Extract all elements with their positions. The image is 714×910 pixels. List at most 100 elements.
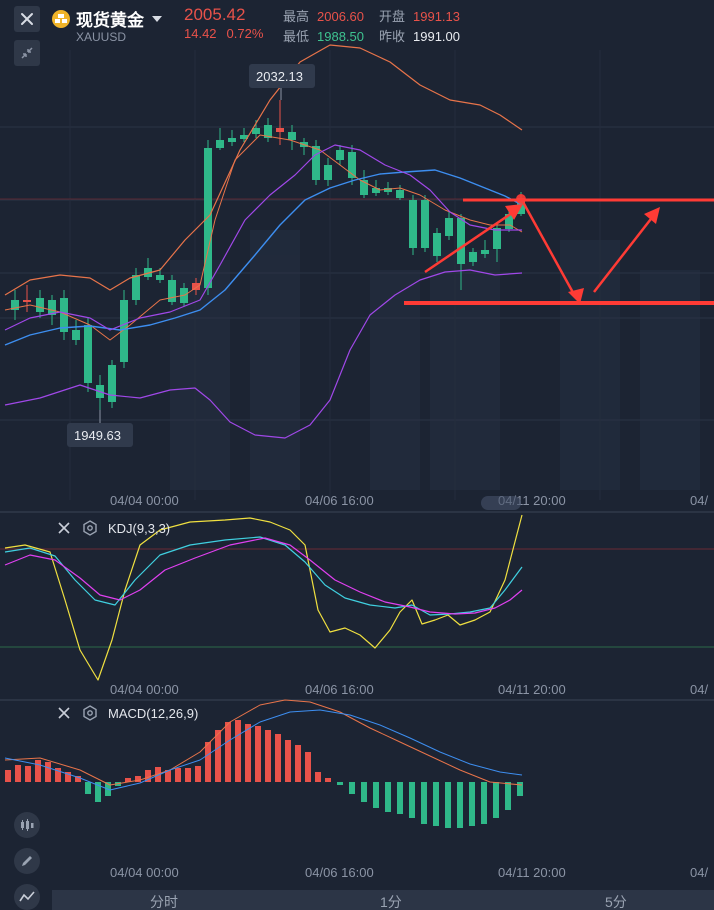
macd-bar xyxy=(421,782,427,824)
macd-bar xyxy=(35,760,41,782)
background-decor xyxy=(170,230,700,490)
ma-long xyxy=(4,169,523,346)
macd-histogram xyxy=(5,720,523,828)
time-axis-label: 04/ xyxy=(690,682,708,697)
time-axis-label: 04/11 20:00 xyxy=(498,865,566,880)
background-building xyxy=(640,270,700,490)
macd-bar xyxy=(235,720,241,782)
line-chart-tool-button[interactable] xyxy=(14,884,40,910)
close-icon xyxy=(21,13,33,25)
macd-bar xyxy=(185,768,191,782)
macd-bar xyxy=(205,742,211,782)
period-tabs: 分时 1分 5分 xyxy=(52,890,714,910)
indicator-tool-button[interactable] xyxy=(14,812,40,838)
macd-dea-line xyxy=(4,699,523,786)
candle xyxy=(72,330,80,340)
candle xyxy=(168,280,176,302)
macd-bar xyxy=(285,740,291,782)
arrow-head xyxy=(505,204,523,220)
draw-tool-button[interactable] xyxy=(14,848,40,874)
kdj-label: KDJ(9,3,3) xyxy=(108,520,171,536)
arrow-up-line xyxy=(424,209,516,274)
stat-prev-close: 昨收 1991.00 xyxy=(379,26,460,45)
tab-1min[interactable]: 1分 xyxy=(380,894,402,910)
candle xyxy=(216,140,224,148)
macd-dif-line xyxy=(4,709,523,791)
stat-high: 最高 2006.60 xyxy=(283,6,364,25)
close-icon[interactable] xyxy=(56,705,72,721)
macd-bar xyxy=(45,762,51,782)
macd-bar xyxy=(445,782,451,828)
time-axis-label: 04/06 16:00 xyxy=(305,493,374,508)
macd-bar xyxy=(493,782,499,818)
symbol-name: 现货黄金 xyxy=(76,11,144,30)
macd-bar xyxy=(361,782,367,802)
kdj-pane-controls: KDJ(9,3,3) xyxy=(56,520,170,536)
time-axis-label: 04/ xyxy=(690,493,708,508)
macd-bar xyxy=(481,782,487,824)
settings-icon[interactable] xyxy=(82,705,98,721)
macd-bar xyxy=(55,768,61,782)
candle xyxy=(457,218,465,264)
macd-pane-controls: MACD(12,26,9) xyxy=(56,705,198,721)
macd-bar xyxy=(15,765,21,782)
max-marker-bg xyxy=(249,64,315,88)
close-button[interactable] xyxy=(14,6,40,32)
candle xyxy=(372,188,380,193)
time-axis-label: 04/ xyxy=(690,865,708,880)
collapse-button[interactable] xyxy=(14,40,40,66)
macd-bar xyxy=(5,770,11,782)
candle xyxy=(144,268,152,277)
macd-bar xyxy=(385,782,391,812)
last-price: 2005.42 xyxy=(184,5,246,24)
symbol-code: XAUUSD xyxy=(76,30,127,44)
macd-bar xyxy=(305,752,311,782)
background-building xyxy=(430,250,500,490)
symbol-selector[interactable]: 现货黄金 xyxy=(52,6,162,31)
close-icon[interactable] xyxy=(56,520,72,536)
quote-header: 现货黄金 XAUUSD 2005.42 14.42 0.72% 最高 2006.60… xyxy=(0,0,714,66)
stat-low-label: 最低 xyxy=(283,29,310,44)
candle xyxy=(312,146,320,180)
candle xyxy=(108,365,116,402)
stat-prev-close-value: 1991.00 xyxy=(413,29,461,44)
macd-bar xyxy=(175,768,181,782)
macd-bar xyxy=(469,782,475,826)
time-axis-label: 04/04 00:00 xyxy=(110,493,179,508)
arrow-down-line xyxy=(521,201,578,299)
stat-high-label: 最高 xyxy=(283,9,310,24)
macd-bar xyxy=(65,772,71,782)
candle xyxy=(469,252,477,262)
macd-bar xyxy=(397,782,403,814)
stat-open-label: 开盘 xyxy=(379,9,406,24)
macd-bar xyxy=(337,782,343,785)
macd-bar xyxy=(215,730,221,782)
candle xyxy=(324,165,332,180)
settings-icon[interactable] xyxy=(82,520,98,536)
stat-open: 开盘 1991.13 xyxy=(379,6,460,25)
macd-bar xyxy=(145,770,151,782)
macd-bar xyxy=(505,782,511,810)
stat-open-value: 1991.13 xyxy=(413,9,461,24)
macd-bar xyxy=(409,782,415,818)
macd-bar xyxy=(349,782,355,794)
macd-bar xyxy=(85,782,91,794)
tab-5min[interactable]: 5分 xyxy=(605,894,627,910)
candle xyxy=(48,300,56,315)
tab-timeshare[interactable]: 分时 xyxy=(150,894,178,910)
macd-label: MACD(12,26,9) xyxy=(108,705,199,721)
candle xyxy=(505,214,513,229)
candle xyxy=(384,188,392,192)
candle xyxy=(84,325,92,383)
last-price-dot xyxy=(516,194,526,204)
time-axis-label: 04/11 20:00 xyxy=(498,682,566,697)
candle xyxy=(264,125,272,138)
macd-bar xyxy=(295,745,301,782)
macd-bar xyxy=(165,770,171,782)
candle xyxy=(396,190,404,198)
arrow-up-line xyxy=(593,214,655,293)
pencil-icon xyxy=(22,856,32,866)
macd-bar xyxy=(255,726,261,782)
min-marker-bg xyxy=(67,423,133,447)
